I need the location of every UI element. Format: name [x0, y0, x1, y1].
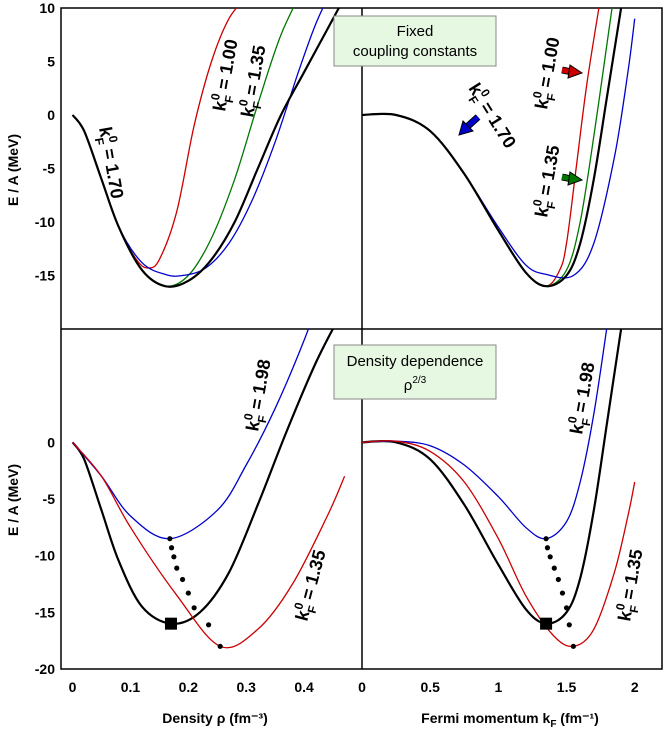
bottom-right-series-kF0-1.35 [362, 440, 636, 648]
density-box-bg [333, 344, 497, 400]
bottom-left-minimum-dot [171, 554, 177, 560]
top-left-ytick-label: -15 [35, 268, 55, 284]
svg-text:k0F = 1.35: k0F = 1.35 [528, 143, 568, 219]
svg-text:k0F = 1.35: k0F = 1.35 [611, 547, 651, 623]
bottom-right-saturation-square [540, 617, 553, 630]
fixed-coupling-box: Fixed coupling constants [333, 15, 497, 67]
bottom-left-series-exact [71, 329, 335, 625]
bottom-right-series-kF0-1.98 [362, 329, 608, 540]
svg-text:k0F = 1.98: k0F = 1.98 [239, 357, 279, 433]
bottom-left-minimum-dot [168, 545, 175, 551]
top-left-ytick-label: 0 [47, 107, 55, 123]
top-left-ytick-label: -10 [35, 214, 55, 230]
bottom-left-xtick-label: 0.3 [236, 679, 256, 695]
density-box-line1: Density dependence [347, 353, 484, 370]
bottom-left-minimum-dot [185, 590, 191, 596]
bottom-right-minimum-dot [559, 590, 566, 596]
top-left-series-group [71, 8, 341, 288]
label-bl-kf-1.35: k0F = 1.35 [289, 547, 335, 624]
bottom-left-minimum-dot [174, 565, 180, 571]
bottom-left-minimum-dot [217, 643, 223, 649]
bottom-left-ytick-label: -10 [35, 548, 55, 564]
ticks-layer: 10 5 0 -5 -10 -15 0 -5 -10 -15 -20 0 0.1 0.2 0.3 0.4 0 0.… [35, 0, 639, 695]
density-box-line2: ρ2/3 [404, 375, 427, 394]
x-axis-label-fermi: Fermi momentum kF (fm⁻¹) [421, 710, 599, 730]
top-right-series-group [362, 8, 636, 288]
bottom-right-minimum-dot [551, 565, 557, 571]
density-dependence-box: Density dependence ρ2/3 [333, 344, 497, 400]
bottom-left-ytick-label: 0 [47, 434, 55, 450]
top-left-ytick-label: 5 [47, 54, 55, 70]
label-br-kf-1.98: k0F = 1.98 [563, 360, 603, 436]
label-br-kf-1.35: k0F = 1.35 [611, 547, 651, 623]
svg-text:k0F = 1.35: k0F = 1.35 [234, 43, 274, 119]
bottom-left-ytick-label: -15 [35, 604, 55, 620]
bottom-left-xtick-label: 0.2 [179, 679, 199, 695]
bottom-right-xtick-label: 0.5 [420, 679, 440, 695]
fixed-box-line2: coupling constants [353, 43, 477, 60]
top-left-series-exact [71, 8, 341, 288]
label-tr-kf-1.70: k0F = 1.70 [460, 78, 522, 154]
label-tr-kf-1.35: k0F = 1.35 [528, 143, 568, 219]
bottom-right-xtick-label: 1.5 [557, 679, 577, 695]
bottom-left-minimum-dot [179, 576, 186, 583]
markers-layer [164, 536, 576, 649]
bottom-left-minimum-dot [206, 622, 212, 628]
bottom-left-series-kF0-1.98 [72, 329, 310, 540]
label-tl-kf-1.35: k0F = 1.35 [234, 43, 274, 119]
bottom-right-minimum-dot [547, 554, 553, 560]
bottom-left-saturation-square [164, 617, 177, 630]
y-axis-label-top: E / A (MeV) [5, 134, 21, 206]
bottom-right-xtick-label: 2 [631, 679, 639, 695]
bottom-right-minimum-dot [544, 545, 551, 551]
bottom-left-minimum-dot [167, 536, 173, 542]
bottom-right-minimum-dot [570, 643, 576, 649]
fixed-box-bg [333, 15, 497, 67]
top-left-ytick-label: 10 [39, 0, 55, 16]
bottom-right-minimum-dot [555, 576, 561, 583]
bottom-left-xtick-label: 0.4 [294, 679, 314, 695]
bottom-left-minimum-dot [191, 605, 197, 611]
y-axis-label-bottom: E / A (MeV) [5, 464, 21, 536]
bottom-left-xtick-label: 0.1 [121, 679, 141, 695]
arrow-green [561, 171, 584, 186]
svg-text:k0F = 1.35: k0F = 1.35 [289, 547, 335, 624]
top-left-ytick-label: -5 [43, 161, 56, 177]
fixed-box-line1: Fixed [397, 23, 434, 40]
bottom-right-minimum-dot [543, 536, 549, 542]
bottom-right-minimum-dot [566, 622, 572, 628]
x-axis-label-density: Density ρ (fm⁻³) [162, 710, 268, 726]
bottom-left-xtick-label: 0 [69, 679, 77, 695]
svg-text:k0F = 1.70: k0F = 1.70 [460, 78, 522, 154]
arrow-red [561, 64, 584, 79]
bottom-right-xtick-label: 0 [358, 679, 366, 695]
bottom-right-minimum-dot [563, 605, 570, 611]
arrow-blue [458, 114, 481, 136]
bottom-left-ytick-label: -5 [43, 491, 56, 507]
bottom-right-xtick-label: 1 [494, 679, 502, 695]
bottom-left-ytick-label: -20 [35, 661, 55, 677]
top-right-series-exact [362, 8, 623, 288]
svg-text:k0F = 1.98: k0F = 1.98 [563, 360, 603, 436]
label-bl-kf-1.98: k0F = 1.98 [239, 357, 279, 433]
